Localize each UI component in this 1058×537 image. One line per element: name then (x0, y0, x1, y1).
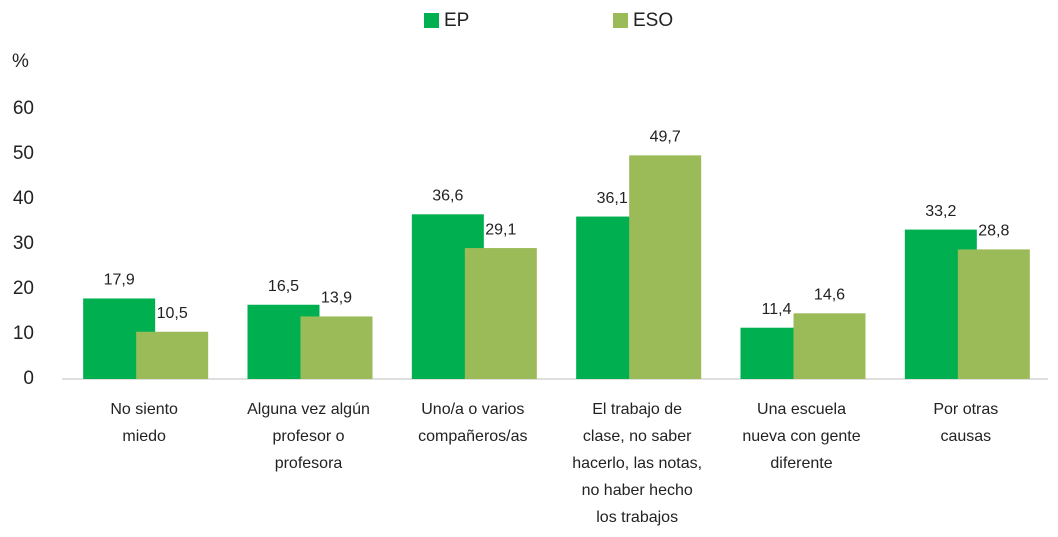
legend-label: EP (444, 10, 469, 31)
x-tick-label: los trabajos (596, 509, 678, 526)
y-tick-label: 10 (13, 323, 34, 344)
x-tick-label: profesora (275, 455, 343, 472)
value-label: 11,4 (762, 301, 792, 318)
legend-swatch (424, 13, 439, 28)
x-tick-label: El trabajo de (592, 401, 682, 418)
y-axis-label: % (12, 51, 29, 72)
value-label: 29,1 (485, 221, 516, 238)
bar (957, 249, 1030, 379)
bar (629, 155, 702, 379)
x-tick-label: compañeros/as (418, 428, 527, 445)
value-label: 28,8 (978, 223, 1009, 240)
legend-swatch (613, 13, 628, 28)
x-tick-label: no haber hecho (582, 482, 693, 499)
x-tick-label: hacerlo, las notas, (572, 455, 702, 472)
y-tick-label: 60 (13, 98, 34, 119)
legend-label: ESO (633, 10, 673, 31)
x-tick-label: nueva con gente (742, 428, 860, 445)
y-tick-label: 20 (13, 278, 34, 299)
x-tick-label: Uno/a o varios (421, 401, 524, 418)
y-tick-label: 50 (13, 143, 34, 164)
x-tick-label: Alguna vez algún (247, 401, 370, 418)
x-tick-label: No siento (110, 401, 178, 418)
y-tick-label: 40 (13, 188, 34, 209)
value-label: 13,9 (321, 290, 352, 307)
value-label: 10,5 (157, 305, 188, 322)
value-label: 16,5 (268, 278, 299, 295)
x-tick-label: clase, no saber (583, 428, 692, 445)
value-label: 36,1 (597, 190, 628, 207)
value-label: 17,9 (104, 272, 135, 289)
value-label: 33,2 (925, 203, 956, 220)
bar (464, 248, 537, 379)
bar (136, 331, 209, 379)
value-label: 49,7 (650, 129, 681, 146)
x-tick-label: diferente (770, 455, 832, 472)
x-tick-label: profesor o (272, 428, 344, 445)
x-tick-label: Una escuela (757, 401, 846, 418)
y-tick-label: 0 (23, 368, 34, 389)
y-tick-label: 30 (13, 233, 34, 254)
bar (300, 316, 373, 379)
x-tick-label: Por otras (933, 401, 998, 418)
x-tick-label: miedo (122, 428, 166, 445)
value-label: 36,6 (432, 188, 463, 205)
bar (793, 313, 866, 379)
x-tick-label: causas (940, 428, 991, 445)
value-label: 14,6 (814, 287, 845, 304)
